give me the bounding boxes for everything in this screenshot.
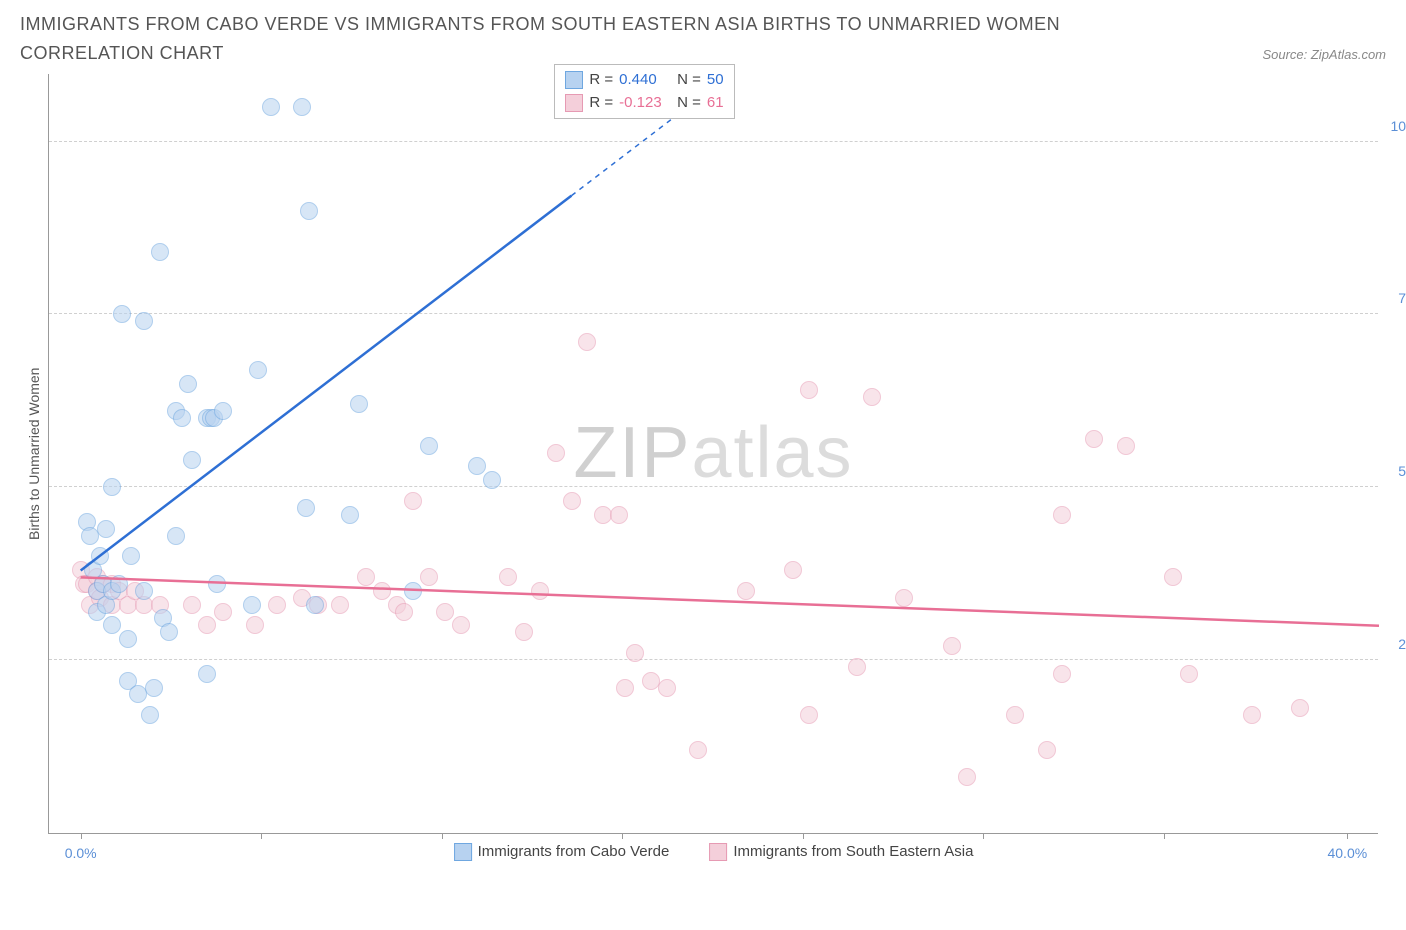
trend-line <box>49 73 1379 833</box>
x-tick-label: 40.0% <box>1327 845 1367 861</box>
series-legend: Immigrants from Cabo Verde Immigrants fro… <box>454 843 974 861</box>
series-legend-label: Immigrants from Cabo Verde <box>478 843 670 860</box>
series-legend-item: Immigrants from South Eastern Asia <box>709 843 973 861</box>
stats-legend: R = 0.440 N = 50 R = -0.123 N = 61 <box>554 64 734 119</box>
legend-swatch <box>454 843 472 861</box>
n-value: 50 <box>707 69 724 92</box>
y-tick-label: 100.0% <box>1383 118 1406 134</box>
title-row: IMMIGRANTS FROM CABO VERDE VS IMMIGRANTS… <box>20 10 1386 68</box>
r-label: R = <box>589 92 613 115</box>
x-minor-tick <box>1164 833 1165 839</box>
x-tick <box>1347 833 1348 839</box>
x-minor-tick <box>983 833 984 839</box>
stats-legend-row: R = 0.440 N = 50 <box>565 69 723 92</box>
n-label: N = <box>677 92 701 115</box>
r-value: -0.123 <box>619 92 671 115</box>
x-tick <box>81 833 82 839</box>
y-tick-label: 25.0% <box>1383 636 1406 652</box>
legend-swatch <box>709 843 727 861</box>
x-minor-tick <box>261 833 262 839</box>
y-tick-label: 75.0% <box>1383 290 1406 306</box>
legend-swatch <box>565 94 583 112</box>
n-value: 61 <box>707 92 724 115</box>
chart-title: IMMIGRANTS FROM CABO VERDE VS IMMIGRANTS… <box>20 10 1120 68</box>
x-minor-tick <box>442 833 443 839</box>
n-label: N = <box>677 69 701 92</box>
stats-legend-row: R = -0.123 N = 61 <box>565 92 723 115</box>
r-label: R = <box>589 69 613 92</box>
x-minor-tick <box>622 833 623 839</box>
plot-container: ZIPatlas 25.0%50.0%75.0%100.0%0.0%40.0%R… <box>48 74 1386 834</box>
r-value: 0.440 <box>619 69 671 92</box>
series-legend-label: Immigrants from South Eastern Asia <box>733 843 973 860</box>
legend-swatch <box>565 71 583 89</box>
plot-area: ZIPatlas 25.0%50.0%75.0%100.0%0.0%40.0%R… <box>48 74 1378 834</box>
x-minor-tick <box>803 833 804 839</box>
y-tick-label: 50.0% <box>1383 463 1406 479</box>
chart-wrap: Births to Unmarried Women ZIPatlas 25.0%… <box>20 74 1386 834</box>
source-label: Source: ZipAtlas.com <box>1262 47 1386 68</box>
x-tick-label: 0.0% <box>65 845 97 861</box>
series-legend-item: Immigrants from Cabo Verde <box>454 843 670 861</box>
y-axis-label: Births to Unmarried Women <box>20 74 48 834</box>
